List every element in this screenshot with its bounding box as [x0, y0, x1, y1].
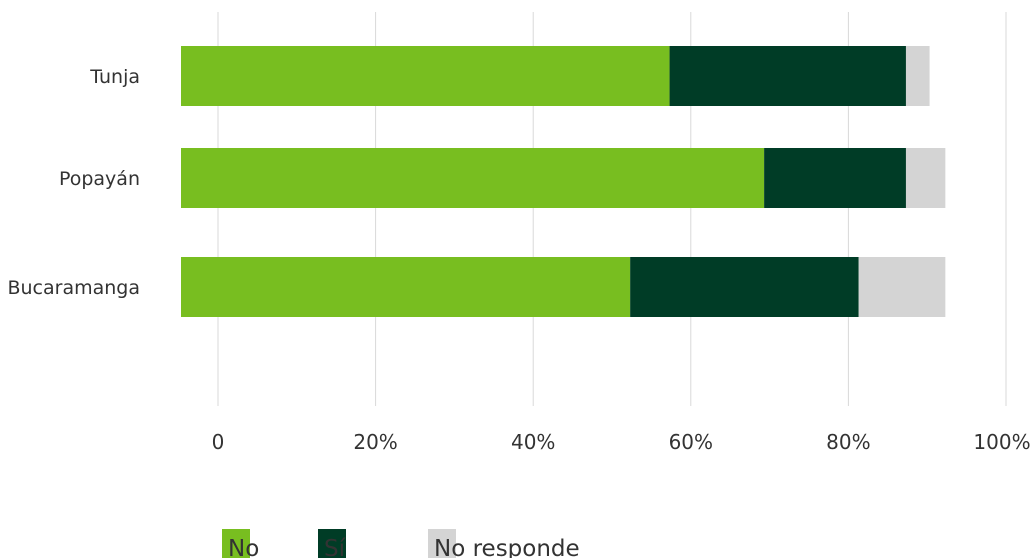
bar-tunja-no: [181, 46, 670, 106]
bar-popayan-no: [181, 148, 765, 208]
bar-popayan-no-responde: [905, 148, 946, 208]
legend-swatch-si: [318, 529, 346, 558]
bar-bucaramanga-no-responde: [858, 257, 946, 317]
bar-tunja-si: [669, 46, 906, 106]
legend-swatch-no: [222, 529, 250, 558]
category-label-tunja: Tunja: [89, 66, 140, 88]
category-label-bucaramanga: Bucaramanga: [7, 277, 140, 299]
legend-label-no: No: [228, 536, 259, 558]
legend: No Sí No responde: [222, 529, 580, 558]
category-label-popayan: Popayán: [59, 168, 140, 190]
category-labels: Tunja Popayán Bucaramanga: [7, 66, 140, 299]
legend-label-si: Sí: [324, 536, 346, 558]
x-tick-label-80: 80%: [826, 430, 870, 454]
x-tick-label-40: 40%: [511, 430, 555, 454]
x-tick-label-60: 60%: [669, 430, 713, 454]
bar-bucaramanga-si: [630, 257, 859, 317]
bars: [181, 46, 946, 317]
bar-bucaramanga-no: [181, 257, 631, 317]
x-tick-label-20: 20%: [353, 430, 397, 454]
bar-tunja-no-responde: [905, 46, 930, 106]
x-tick-label-0: 0: [212, 430, 225, 454]
bar-popayan-si: [764, 148, 906, 208]
legend-swatch-no-responde: [428, 529, 456, 558]
legend-label-no-responde: No responde: [434, 536, 580, 558]
x-tick-label-100: 100%: [973, 430, 1030, 454]
x-axis-tick-labels: 0 20% 40% 60% 80% 100%: [212, 430, 1031, 454]
